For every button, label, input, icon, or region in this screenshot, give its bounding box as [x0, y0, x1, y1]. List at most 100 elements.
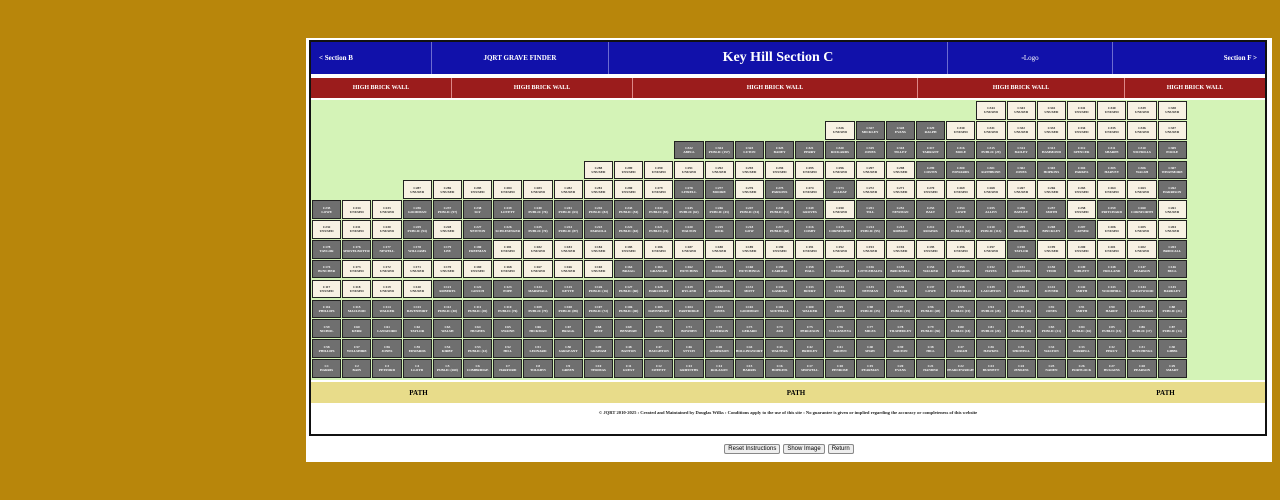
grave-plot[interactable]: C78 TILSHEDLEY	[885, 319, 915, 339]
grave-plot[interactable]: C117 UNUSED	[312, 279, 342, 299]
grave-plot[interactable]: C94 PUBLIC (28)	[976, 299, 1006, 319]
grave-plot[interactable]: C298 UNUSED	[885, 160, 915, 180]
grave-plot[interactable]: C182 UNUSED	[523, 239, 553, 259]
grave-plot[interactable]: C62 TAYLOR	[402, 319, 432, 339]
grave-plot[interactable]: C115 MACLEOD	[342, 299, 372, 319]
grave-plot[interactable]: C101 SOUTHALL	[765, 299, 795, 319]
grave-plot[interactable]: C295 UNUSED	[795, 160, 825, 180]
grave-plot[interactable]: C238 SLY	[463, 200, 493, 219]
grave-plot[interactable]: C265 UNUSED	[1067, 180, 1097, 200]
grave-plot[interactable]: C243 PUBLIC (54)	[614, 200, 644, 219]
grave-plot[interactable]: C249 GROVES	[795, 200, 825, 219]
grave-plot[interactable]: C87 PUBLIC (14)	[1157, 319, 1187, 339]
grave-plot[interactable]: C219 DICK	[704, 220, 734, 239]
grave-plot[interactable]: C222 PUBLIC (63)	[614, 220, 644, 239]
grave-plot[interactable]: C202 UNUSED	[1127, 239, 1157, 259]
grave-plot[interactable]: C283 UNUSED	[523, 180, 553, 200]
grave-plot[interactable]: C128 HARCOURT	[644, 279, 674, 299]
grave-plot[interactable]: C337 UNUSED	[1157, 120, 1187, 140]
grave-plot[interactable]: C35 SHOWELL	[1006, 339, 1036, 358]
grave-plot[interactable]: C98 PUBLIC (25)	[855, 299, 885, 319]
grave-plot[interactable]: C92 JONES	[1036, 299, 1066, 319]
grave-plot[interactable]: C113 DAVENPORT	[402, 299, 432, 319]
grave-plot[interactable]: C220 WALTON	[674, 220, 704, 239]
grave-plot[interactable]: C110 PUBLIC (76)	[493, 299, 523, 319]
grave-plot[interactable]: C156 LITTLEHALES	[855, 259, 885, 279]
grave-plot[interactable]: C218 GOW	[734, 220, 764, 239]
grave-plot[interactable]: C72 PATERSON	[704, 319, 734, 339]
grave-plot[interactable]: C169 UNUSED	[463, 259, 493, 279]
grave-plot[interactable]: C206 UNUSED	[1097, 220, 1127, 239]
grave-plot[interactable]: C131 MOTT	[734, 279, 764, 299]
grave-plot[interactable]: C289 UNUSED	[614, 160, 644, 180]
grave-plot[interactable]: C236 GOODMAN	[402, 200, 432, 219]
grave-plot[interactable]: C294 UNUSED	[765, 160, 795, 180]
grave-plot[interactable]: C200 UNUSED	[1067, 239, 1097, 259]
grave-plot[interactable]: C178 TAYLOR	[312, 239, 342, 259]
grave-plot[interactable]: C195 UNUSED	[916, 239, 946, 259]
grave-plot[interactable]: C112 PUBLIC (40)	[432, 299, 462, 319]
grave-plot[interactable]: C111 PUBLIC (45)	[463, 299, 493, 319]
grave-plot[interactable]: C288 UNUSED	[583, 160, 613, 180]
grave-plot[interactable]: C314 BAILEY	[1006, 140, 1036, 160]
grave-plot[interactable]: C4 LLOYD	[402, 359, 432, 378]
grave-plot[interactable]: C63 WALSH	[432, 319, 462, 339]
grave-plot[interactable]: C313 HAMMOND	[1036, 140, 1066, 160]
grave-plot[interactable]: C161 HODGES	[704, 259, 734, 279]
grave-plot[interactable]: C6 COMBRIDGE	[463, 359, 493, 378]
grave-plot[interactable]: C328 EVANS	[885, 120, 915, 140]
grave-plot[interactable]: C141 JOYNER	[1036, 279, 1066, 299]
grave-plot[interactable]: C33 BORRELL	[1067, 339, 1097, 358]
grave-plot[interactable]: C123 POPE	[493, 279, 523, 299]
grave-plot[interactable]: C48 BANTON	[614, 339, 644, 358]
grave-plot[interactable]: C40 SHAW	[855, 339, 885, 358]
show-image-button[interactable]: Show Image	[783, 444, 825, 454]
grave-plot[interactable]: C158 HALL	[795, 259, 825, 279]
grave-plot[interactable]: C174 BUNCHER	[312, 259, 342, 279]
reset-instructions-button[interactable]: Reset Instructions	[724, 444, 781, 454]
grave-plot[interactable]: C154 WALKER	[916, 259, 946, 279]
grave-plot[interactable]: C26 PORTLOCK	[1067, 359, 1097, 378]
grave-plot[interactable]: C287 UNUSED	[402, 180, 432, 200]
grave-plot[interactable]: C205 UNUSED	[1127, 220, 1157, 239]
grave-plot[interactable]: C307 WHATMORE	[1157, 160, 1187, 180]
grave-plot[interactable]: C85 PUBLIC (15)	[1097, 319, 1127, 339]
grave-plot[interactable]: C239 LOVETT	[493, 200, 523, 219]
grave-plot[interactable]: C324 PUBLIC (157)	[704, 140, 734, 160]
grave-plot[interactable]: C150 TEDD	[1036, 259, 1066, 279]
grave-plot[interactable]: C170 UNUSED	[432, 259, 462, 279]
grave-plot[interactable]: C75 PERGUSON	[795, 319, 825, 339]
grave-plot[interactable]: C24 JENKINS	[1006, 359, 1036, 378]
grave-plot[interactable]: C248 PUBLIC (51)	[765, 200, 795, 219]
grave-plot[interactable]: C178 WILLIAMS	[402, 239, 432, 259]
grave-plot[interactable]: C106 PUBLIC (40)	[614, 299, 644, 319]
grave-plot[interactable]: C12 SWEETT	[644, 359, 674, 378]
grave-plot[interactable]: C240 PUBLIC (76)	[523, 200, 553, 219]
grave-plot[interactable]: C66 HICKMAN	[523, 319, 553, 339]
grave-plot[interactable]: C91 SMITH	[1067, 299, 1097, 319]
grave-plot[interactable]: C184 UNUSED	[583, 239, 613, 259]
grave-plot[interactable]: C341 UNUSED	[1067, 101, 1097, 120]
grave-plot[interactable]: C282 UNUSED	[553, 180, 583, 200]
grave-plot[interactable]: C213 ROBSON	[885, 220, 915, 239]
grave-plot[interactable]: C255 ALLEN	[976, 200, 1006, 219]
grave-plot[interactable]: C114 WALKER	[372, 299, 402, 319]
grave-plot[interactable]: C140 LATHAM	[1006, 279, 1036, 299]
grave-plot[interactable]: C327 MICKLEY	[855, 120, 885, 140]
grave-plot[interactable]: C103 JONES	[704, 299, 734, 319]
grave-plot[interactable]: C192 UNUSED	[825, 239, 855, 259]
grave-plot[interactable]: C145 BARKLEY	[1157, 279, 1187, 299]
grave-plot[interactable]: C228 UNUSED	[432, 220, 462, 239]
grave-plot[interactable]: C108 PUBLIC (88)	[553, 299, 583, 319]
grave-plot[interactable]: C311 SHARPE	[1097, 140, 1127, 160]
grave-plot[interactable]: C250 UNUSED	[825, 200, 855, 219]
grave-plot[interactable]: C50 SARGEANT	[553, 339, 583, 358]
grave-plot[interactable]: C300 EDWARDS	[946, 160, 976, 180]
grave-plot[interactable]: C258 UNUSED	[1067, 200, 1097, 219]
grave-plot[interactable]: C162 HUTCHINS	[674, 259, 704, 279]
grave-plot[interactable]: C270 UNUSED	[916, 180, 946, 200]
grave-plot[interactable]: C7 HARFORD	[493, 359, 523, 378]
grave-plot[interactable]: C5 PUBLIC (260)	[432, 359, 462, 378]
grave-plot[interactable]: C235 LOWE	[312, 200, 342, 219]
grave-plot[interactable]: C309 POOLE	[1157, 140, 1187, 160]
